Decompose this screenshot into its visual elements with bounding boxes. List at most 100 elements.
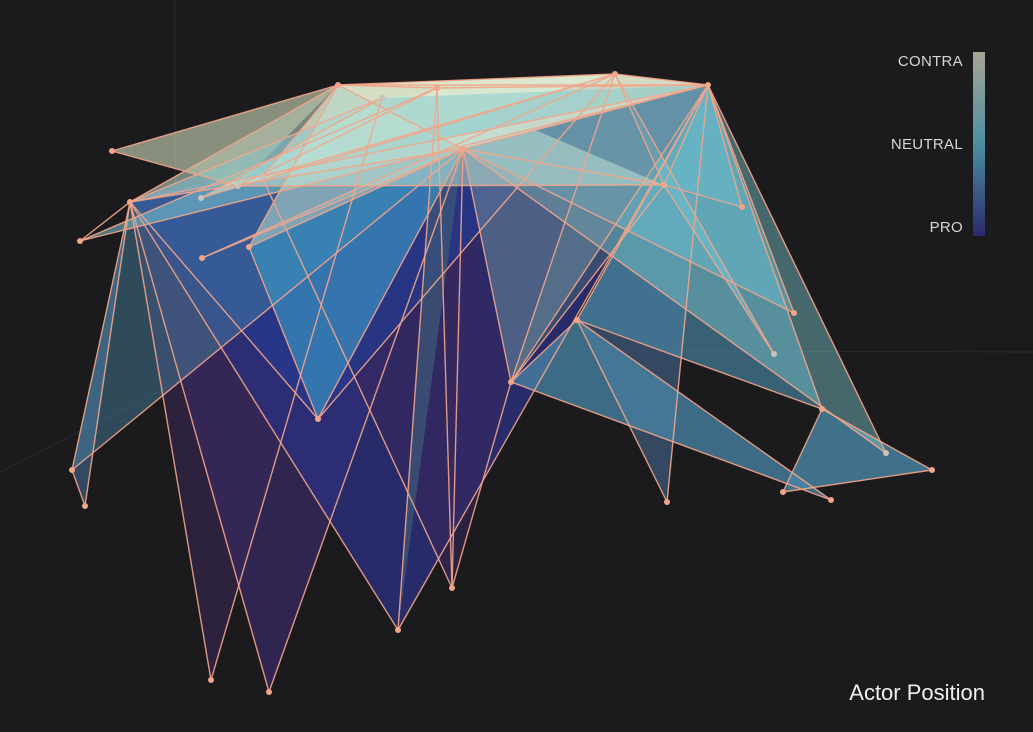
edge-line [462, 148, 512, 383]
edge-line [79, 84, 709, 242]
node [434, 85, 440, 91]
edge-line [337, 84, 438, 89]
edge-line [71, 148, 464, 471]
edge-line [462, 148, 665, 186]
node [739, 204, 745, 210]
edge-line [201, 73, 616, 259]
legend-label-neutral: NEUTRAL [890, 136, 963, 153]
node [612, 71, 618, 77]
node [574, 317, 580, 323]
triangle-face [664, 85, 742, 207]
edge-line [337, 73, 616, 86]
edge-line [317, 148, 464, 420]
node [460, 146, 466, 152]
edge-line [663, 84, 709, 186]
triangle-face [112, 85, 338, 186]
legend-label-contra: CONTRA [897, 53, 963, 70]
edge-line [129, 201, 399, 631]
edge-line [510, 73, 616, 383]
edge-line [248, 148, 464, 248]
node [246, 244, 252, 250]
node [259, 174, 265, 180]
edge-line [821, 408, 933, 471]
edge-line [268, 148, 464, 693]
triangle-face [398, 88, 463, 630]
triangle-face [72, 202, 130, 506]
triangle-face [249, 149, 463, 419]
edge-line [614, 73, 665, 186]
edge-line [462, 148, 795, 314]
edge-line [614, 73, 775, 355]
node [69, 467, 75, 473]
edge-line [129, 148, 464, 203]
edge-line [614, 73, 709, 86]
node [198, 195, 204, 201]
edge-line [201, 148, 464, 259]
edge-line [248, 246, 319, 420]
edge-line [451, 148, 464, 589]
node [929, 467, 935, 473]
edge-line [261, 73, 616, 178]
edge-line [397, 87, 438, 631]
edge-line [782, 469, 933, 493]
node [235, 183, 241, 189]
node [395, 627, 401, 633]
edge-line [707, 84, 743, 208]
edge-line [510, 319, 578, 383]
nodes [69, 71, 935, 695]
edge-line [317, 73, 616, 420]
edge-line [707, 84, 887, 454]
node [508, 379, 514, 385]
node [780, 489, 786, 495]
node [771, 351, 777, 357]
edge-line [261, 84, 339, 178]
edge-line [576, 319, 823, 410]
edge-line [129, 201, 319, 420]
edge-line [129, 201, 212, 681]
node [705, 82, 711, 88]
edge-line [237, 184, 665, 187]
edge-line [663, 184, 743, 208]
edge-line [462, 148, 887, 454]
node [819, 406, 825, 412]
edge-line [248, 84, 339, 248]
edge-line [129, 84, 339, 203]
edge-line [510, 381, 832, 501]
legend-colorbar [973, 52, 985, 236]
node [208, 677, 214, 683]
edge-line [84, 201, 131, 507]
edge-line [707, 84, 823, 410]
edge-line [111, 150, 239, 187]
edge-line [261, 176, 453, 589]
edge-line [510, 184, 665, 383]
node [109, 148, 115, 154]
node [661, 182, 667, 188]
edge-line [71, 469, 86, 507]
node [315, 416, 321, 422]
edge-line [129, 201, 270, 693]
node [883, 450, 889, 456]
edge-line [576, 84, 709, 321]
edge-line [576, 319, 832, 501]
node [449, 585, 455, 591]
edge-line [663, 184, 775, 355]
edge-line [576, 319, 668, 503]
node [664, 499, 670, 505]
edge-line [451, 381, 512, 589]
edge-line [79, 201, 131, 242]
triangle-face [783, 409, 932, 492]
edge-line [397, 84, 709, 631]
node [379, 95, 385, 101]
node [82, 503, 88, 509]
edge-line [782, 408, 823, 493]
node [127, 199, 133, 205]
node [77, 238, 83, 244]
edge-line [510, 84, 709, 383]
edge-line [237, 87, 438, 187]
node [266, 689, 272, 695]
edge-line [666, 84, 709, 503]
legend-label-pro: PRO [929, 219, 963, 236]
edge-line [200, 97, 383, 199]
edge-line [111, 84, 339, 152]
